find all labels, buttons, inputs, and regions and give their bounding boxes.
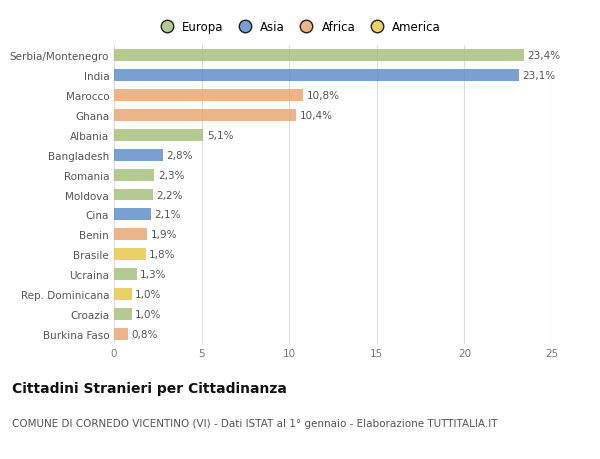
Text: 1,3%: 1,3%: [140, 269, 167, 280]
Text: 5,1%: 5,1%: [207, 130, 233, 140]
Bar: [114, 50, 524, 62]
Text: COMUNE DI CORNEDO VICENTINO (VI) - Dati ISTAT al 1° gennaio - Elaborazione TUTTI: COMUNE DI CORNEDO VICENTINO (VI) - Dati …: [12, 418, 497, 428]
Text: 10,8%: 10,8%: [307, 90, 340, 101]
Bar: [114, 249, 146, 261]
Bar: [114, 328, 128, 340]
Bar: [114, 189, 152, 201]
Text: 1,0%: 1,0%: [135, 290, 161, 300]
Legend: Europa, Asia, Africa, America: Europa, Asia, Africa, America: [151, 16, 446, 39]
Bar: [114, 308, 131, 320]
Text: 10,4%: 10,4%: [300, 111, 333, 121]
Text: 23,4%: 23,4%: [527, 51, 560, 61]
Text: 2,2%: 2,2%: [156, 190, 182, 200]
Text: Cittadini Stranieri per Cittadinanza: Cittadini Stranieri per Cittadinanza: [12, 381, 287, 395]
Text: 2,8%: 2,8%: [167, 150, 193, 160]
Bar: [114, 129, 203, 141]
Text: 1,0%: 1,0%: [135, 309, 161, 319]
Bar: [114, 209, 151, 221]
Bar: [114, 169, 154, 181]
Text: 1,9%: 1,9%: [151, 230, 177, 240]
Bar: [114, 110, 296, 122]
Text: 2,1%: 2,1%: [154, 210, 181, 220]
Bar: [114, 289, 131, 301]
Bar: [114, 269, 137, 280]
Text: 2,3%: 2,3%: [158, 170, 184, 180]
Bar: [114, 229, 147, 241]
Bar: [114, 149, 163, 161]
Text: 23,1%: 23,1%: [522, 71, 556, 81]
Bar: [114, 90, 303, 101]
Text: 0,8%: 0,8%: [131, 329, 158, 339]
Text: 1,8%: 1,8%: [149, 250, 176, 260]
Bar: [114, 70, 519, 82]
